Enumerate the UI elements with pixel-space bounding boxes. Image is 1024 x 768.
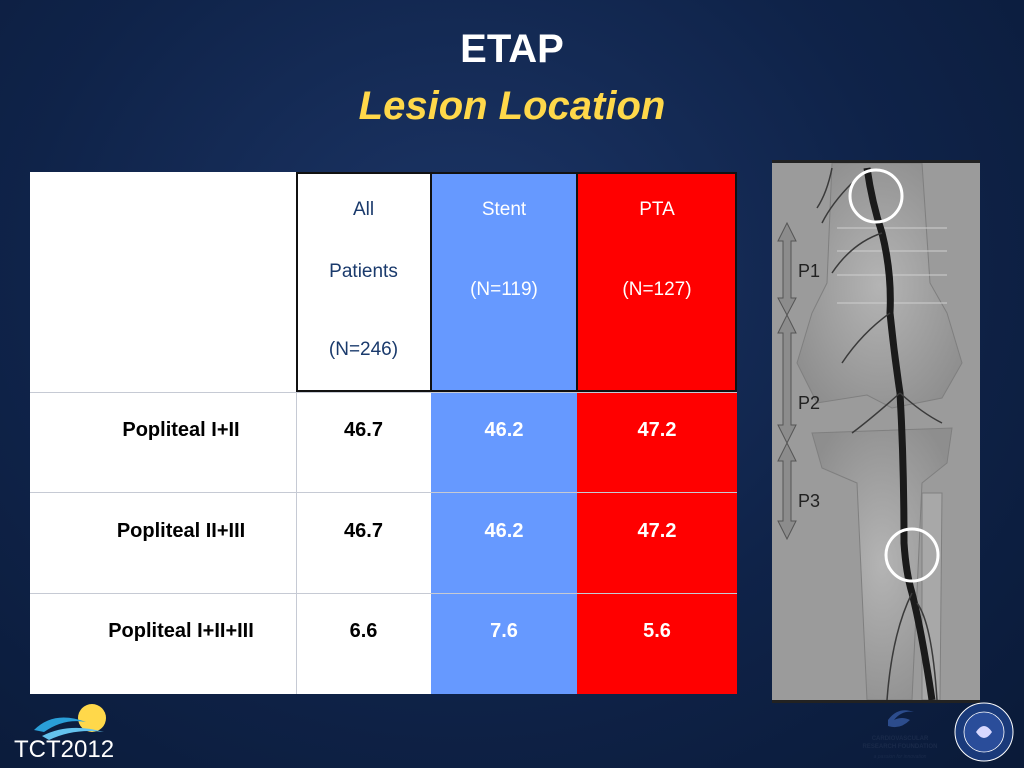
crf-tagline: a passion for innovation — [873, 754, 927, 760]
header-all-line2: Patients — [329, 261, 398, 282]
header-pta-line2: (N=127) — [622, 279, 692, 300]
value-stent: 46.2 — [484, 419, 524, 441]
segment-label-p2: P2 — [798, 393, 821, 413]
sun-wave-icon — [34, 704, 106, 740]
header-stent-line1: Stent — [481, 199, 527, 220]
row-divider — [30, 392, 737, 393]
row-label: Popliteal I+II+III — [108, 620, 254, 642]
slide-subtitle: Lesion Location — [358, 84, 666, 128]
pta-column — [577, 172, 737, 694]
tct2012-logo: TCT2012 — [14, 700, 114, 766]
stent-column — [431, 172, 577, 694]
segment-label-p3: P3 — [798, 491, 821, 511]
crf-line1: CARDIOVASCULAR — [871, 736, 929, 742]
header-stent-line2: (N=119) — [470, 279, 538, 300]
value-stent: 46.2 — [484, 520, 524, 542]
angiogram-drawing — [772, 162, 980, 701]
value-pta: 5.6 — [643, 620, 671, 642]
segment-label-p1: P1 — [798, 261, 821, 281]
value-all: 46.7 — [344, 419, 383, 441]
tct2012-text: TCT2012 — [14, 736, 115, 763]
value-pta: 47.2 — [637, 419, 677, 441]
header-divider-2 — [576, 172, 578, 392]
row-divider — [30, 492, 737, 493]
header-all-line1: All — [352, 199, 375, 220]
crf-line2: RESEARCH FOUNDATION — [862, 744, 938, 750]
value-all: 6.6 — [349, 620, 378, 642]
row-label-column — [30, 172, 296, 694]
acc-seal-icon — [954, 702, 1014, 762]
all-patients-column — [296, 172, 431, 694]
slide-title: ETAP — [460, 27, 564, 71]
row-label: Popliteal I+II — [122, 419, 240, 441]
crf-logo: CARDIOVASCULAR RESEARCH FOUNDATION a pas… — [852, 706, 948, 766]
header-all-line3: (N=246) — [328, 339, 399, 360]
header-pta-line1: PTA — [639, 199, 675, 220]
angiogram-image: P1 P2 P3 — [772, 160, 980, 703]
row-label: Popliteal II+III — [116, 520, 246, 542]
row-divider — [30, 593, 737, 594]
header-frame — [296, 172, 737, 392]
value-stent: 7.6 — [490, 620, 518, 642]
acc-seal — [954, 702, 1014, 762]
value-all: 46.7 — [344, 520, 383, 542]
crf-swirl-icon — [888, 710, 914, 728]
header-divider-1 — [430, 172, 432, 392]
value-pta: 47.2 — [637, 520, 677, 542]
